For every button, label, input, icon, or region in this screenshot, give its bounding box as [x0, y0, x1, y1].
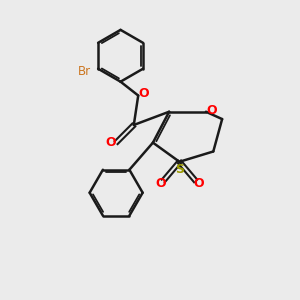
- Text: O: O: [193, 177, 204, 190]
- Text: S: S: [175, 163, 184, 176]
- Text: O: O: [206, 104, 217, 117]
- Text: Br: Br: [78, 64, 91, 78]
- Text: O: O: [106, 136, 116, 149]
- Text: O: O: [138, 87, 149, 100]
- Text: O: O: [155, 177, 166, 190]
